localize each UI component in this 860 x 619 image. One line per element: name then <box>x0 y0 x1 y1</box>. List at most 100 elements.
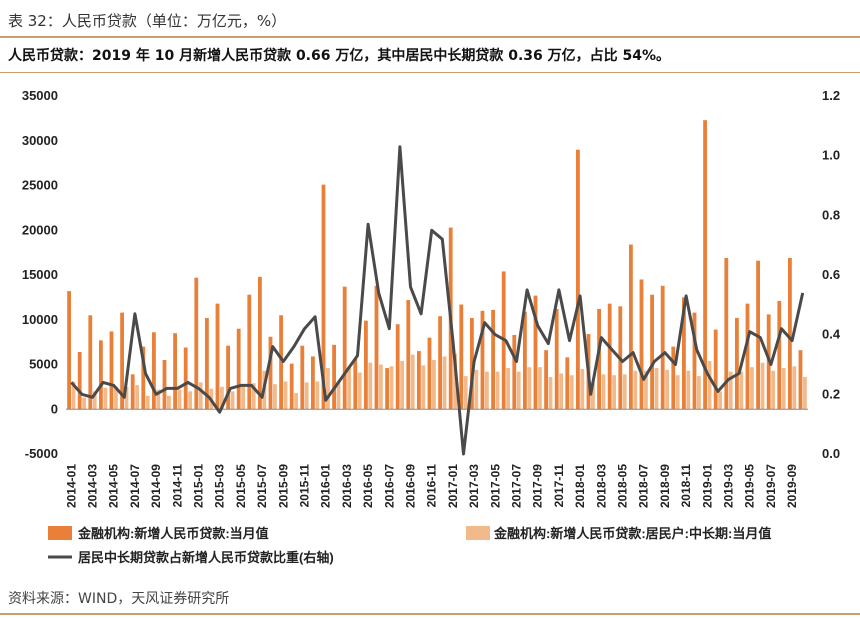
bar-total <box>416 351 421 410</box>
bar-total <box>745 303 750 410</box>
x-tick-label: 2018-01 <box>573 464 587 508</box>
y-right-tick-label: 0.6 <box>822 267 840 282</box>
bar-total <box>650 294 654 410</box>
y-left-tick-label: 30000 <box>22 133 58 148</box>
bar-total <box>639 279 644 410</box>
bar-total <box>257 276 262 410</box>
bar-household <box>241 385 246 410</box>
bar-household <box>135 385 140 410</box>
bar-total <box>226 345 230 410</box>
x-tick-label: 2019-03 <box>722 464 736 508</box>
bar-total <box>480 310 485 410</box>
bar-household <box>728 371 733 410</box>
y-left-tick-label: 15000 <box>22 267 58 282</box>
x-tick-label: 2015-09 <box>276 464 290 508</box>
bar-total <box>162 360 167 410</box>
bar-household <box>400 360 405 410</box>
bar-household <box>114 386 118 410</box>
x-tick-label: 2015-01 <box>192 464 206 508</box>
bar-total <box>279 315 283 410</box>
bar-household <box>177 389 182 410</box>
bar-household <box>612 375 617 410</box>
bar-household <box>601 374 606 410</box>
x-tick-label: 2017-03 <box>467 464 481 508</box>
bar-household <box>432 360 436 410</box>
bar-household <box>781 368 786 410</box>
bar-total <box>120 312 124 410</box>
bar-total <box>724 257 729 410</box>
bar-total <box>522 311 527 410</box>
bar-total <box>194 277 199 410</box>
bar-household <box>145 395 150 410</box>
bar-household <box>315 381 320 410</box>
x-tick-label: 2017-01 <box>446 464 460 508</box>
y-right-tick-label: 0.2 <box>822 386 840 401</box>
bar-household <box>326 368 330 410</box>
bar-total <box>109 331 114 410</box>
bar-household <box>803 377 807 410</box>
bar-total <box>204 317 209 410</box>
bar-household <box>697 376 701 410</box>
y-left-tick-label: 5000 <box>29 357 58 372</box>
bar-total <box>151 332 156 410</box>
bar-household <box>283 381 288 410</box>
y-right-tick-label: 0.8 <box>822 207 840 222</box>
bar-household <box>792 366 797 410</box>
x-tick-label: 2016-09 <box>404 464 418 508</box>
bar-household <box>410 354 415 410</box>
legend-swatch-total <box>48 526 72 540</box>
mid-rule <box>0 72 860 73</box>
y-left-tick-label: -5000 <box>25 446 58 461</box>
x-tick-label: 2018-11 <box>679 464 693 508</box>
bar-household <box>336 382 341 410</box>
bar-household <box>198 382 203 410</box>
bar-total <box>332 344 336 410</box>
x-tick-label: 2016-05 <box>361 464 375 508</box>
bar-household <box>739 371 744 410</box>
bar-total <box>713 329 718 410</box>
bar-household <box>124 386 129 410</box>
bar-total <box>406 300 411 410</box>
x-tick-label: 2018-09 <box>658 464 672 508</box>
x-tick-label: 2019-05 <box>743 464 757 508</box>
bar-household <box>156 389 161 410</box>
x-tick-label: 2015-11 <box>298 464 312 508</box>
bar-household <box>485 371 489 410</box>
bar-total <box>798 350 803 410</box>
top-rule <box>0 36 860 38</box>
summary-text: 人民币贷款：2019 年 10 月新增人民币贷款 0.66 万亿，其中居民中长期… <box>8 48 671 64</box>
bar-household <box>220 386 224 410</box>
bar-total <box>692 312 697 410</box>
bar-household <box>750 367 754 410</box>
bar-household <box>654 368 659 410</box>
bar-household <box>665 369 670 410</box>
bar-total <box>554 309 559 410</box>
bar-total <box>183 347 188 410</box>
x-tick-label: 2019-09 <box>785 464 799 508</box>
bar-total <box>300 345 305 410</box>
bar-household <box>506 368 511 410</box>
bar-household <box>686 370 691 410</box>
loan-chart: -5000 0 5000 10000 15000 20000 25000 30000 35000… <box>22 88 841 565</box>
y-left-tick-label: 0 <box>51 401 58 416</box>
bar-household <box>294 393 299 410</box>
bar-household <box>760 362 765 410</box>
bar-total <box>491 309 495 410</box>
bar-total <box>787 257 792 410</box>
bar-household <box>167 395 171 410</box>
x-tick-label: 2017-05 <box>488 464 502 508</box>
x-tick-label: 2015-07 <box>255 464 269 508</box>
x-tick-label: 2015-03 <box>213 464 227 508</box>
bar-total <box>98 340 103 410</box>
bar-total <box>512 334 517 410</box>
bar-total <box>141 346 146 410</box>
bar-total <box>660 285 665 410</box>
bar-total <box>703 120 707 410</box>
x-tick-label: 2014-01 <box>64 464 78 508</box>
legend-swatch-household <box>466 526 490 540</box>
bar-household <box>527 367 532 410</box>
bar-household <box>230 391 235 410</box>
y-right-tick-label: 1.0 <box>822 148 840 163</box>
bar-total <box>310 356 315 410</box>
x-tick-label: 2016-01 <box>319 464 333 508</box>
